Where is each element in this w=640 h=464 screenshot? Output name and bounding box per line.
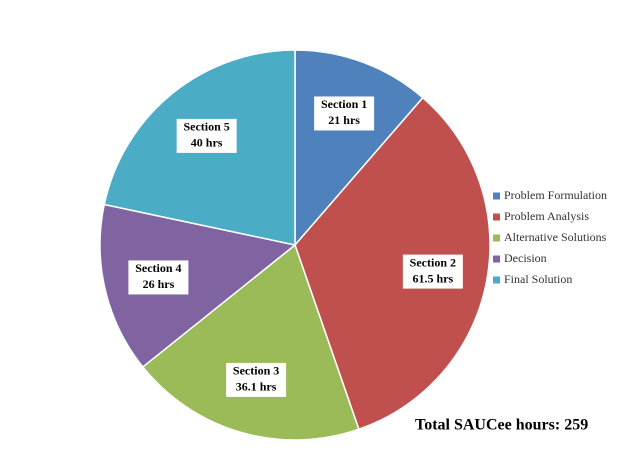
pie-slice bbox=[294, 96, 491, 431]
value-label: 61.5 hrs bbox=[413, 271, 454, 285]
data-label: Section 4 26 hrs bbox=[128, 260, 189, 295]
legend-swatch bbox=[493, 213, 500, 221]
value-label: 26 hrs bbox=[143, 277, 175, 291]
total-annotation: Total SAUCee hours: 259 bbox=[415, 417, 588, 434]
section-label: Section 5 bbox=[183, 120, 229, 134]
value-label: 21 hrs bbox=[328, 113, 360, 127]
legend-label: Problem Formulation bbox=[504, 188, 607, 202]
data-label-box bbox=[176, 118, 237, 153]
data-label-box bbox=[402, 254, 463, 289]
value-label: 36.1 hrs bbox=[236, 380, 277, 394]
data-label: Section 5 40 hrs bbox=[176, 118, 237, 153]
pie-slice bbox=[141, 243, 360, 441]
pie-slice bbox=[99, 203, 297, 369]
section-label: Section 2 bbox=[410, 255, 456, 269]
legend-label: Decision bbox=[504, 251, 547, 265]
data-label: Section 3 36.1 hrs bbox=[226, 362, 287, 397]
legend-swatch bbox=[493, 276, 500, 284]
legend-swatch bbox=[493, 192, 500, 200]
section-label: Section 3 bbox=[233, 364, 279, 378]
section-label: Section 1 bbox=[321, 97, 367, 111]
legend-swatch bbox=[493, 255, 500, 263]
legend-swatch bbox=[493, 234, 500, 242]
legend-label: Alternative Solutions bbox=[504, 230, 607, 244]
data-label: Section 1 21 hrs bbox=[314, 96, 375, 131]
value-label: 40 hrs bbox=[191, 136, 223, 150]
data-label: Section 2 61.5 hrs bbox=[402, 254, 463, 289]
data-label-box bbox=[128, 260, 189, 295]
data-label-box bbox=[226, 362, 287, 397]
legend-label: Problem Analysis bbox=[504, 209, 589, 223]
section-label: Section 4 bbox=[135, 261, 181, 275]
legend-label: Final Solution bbox=[504, 272, 572, 286]
data-label-box bbox=[314, 96, 375, 131]
